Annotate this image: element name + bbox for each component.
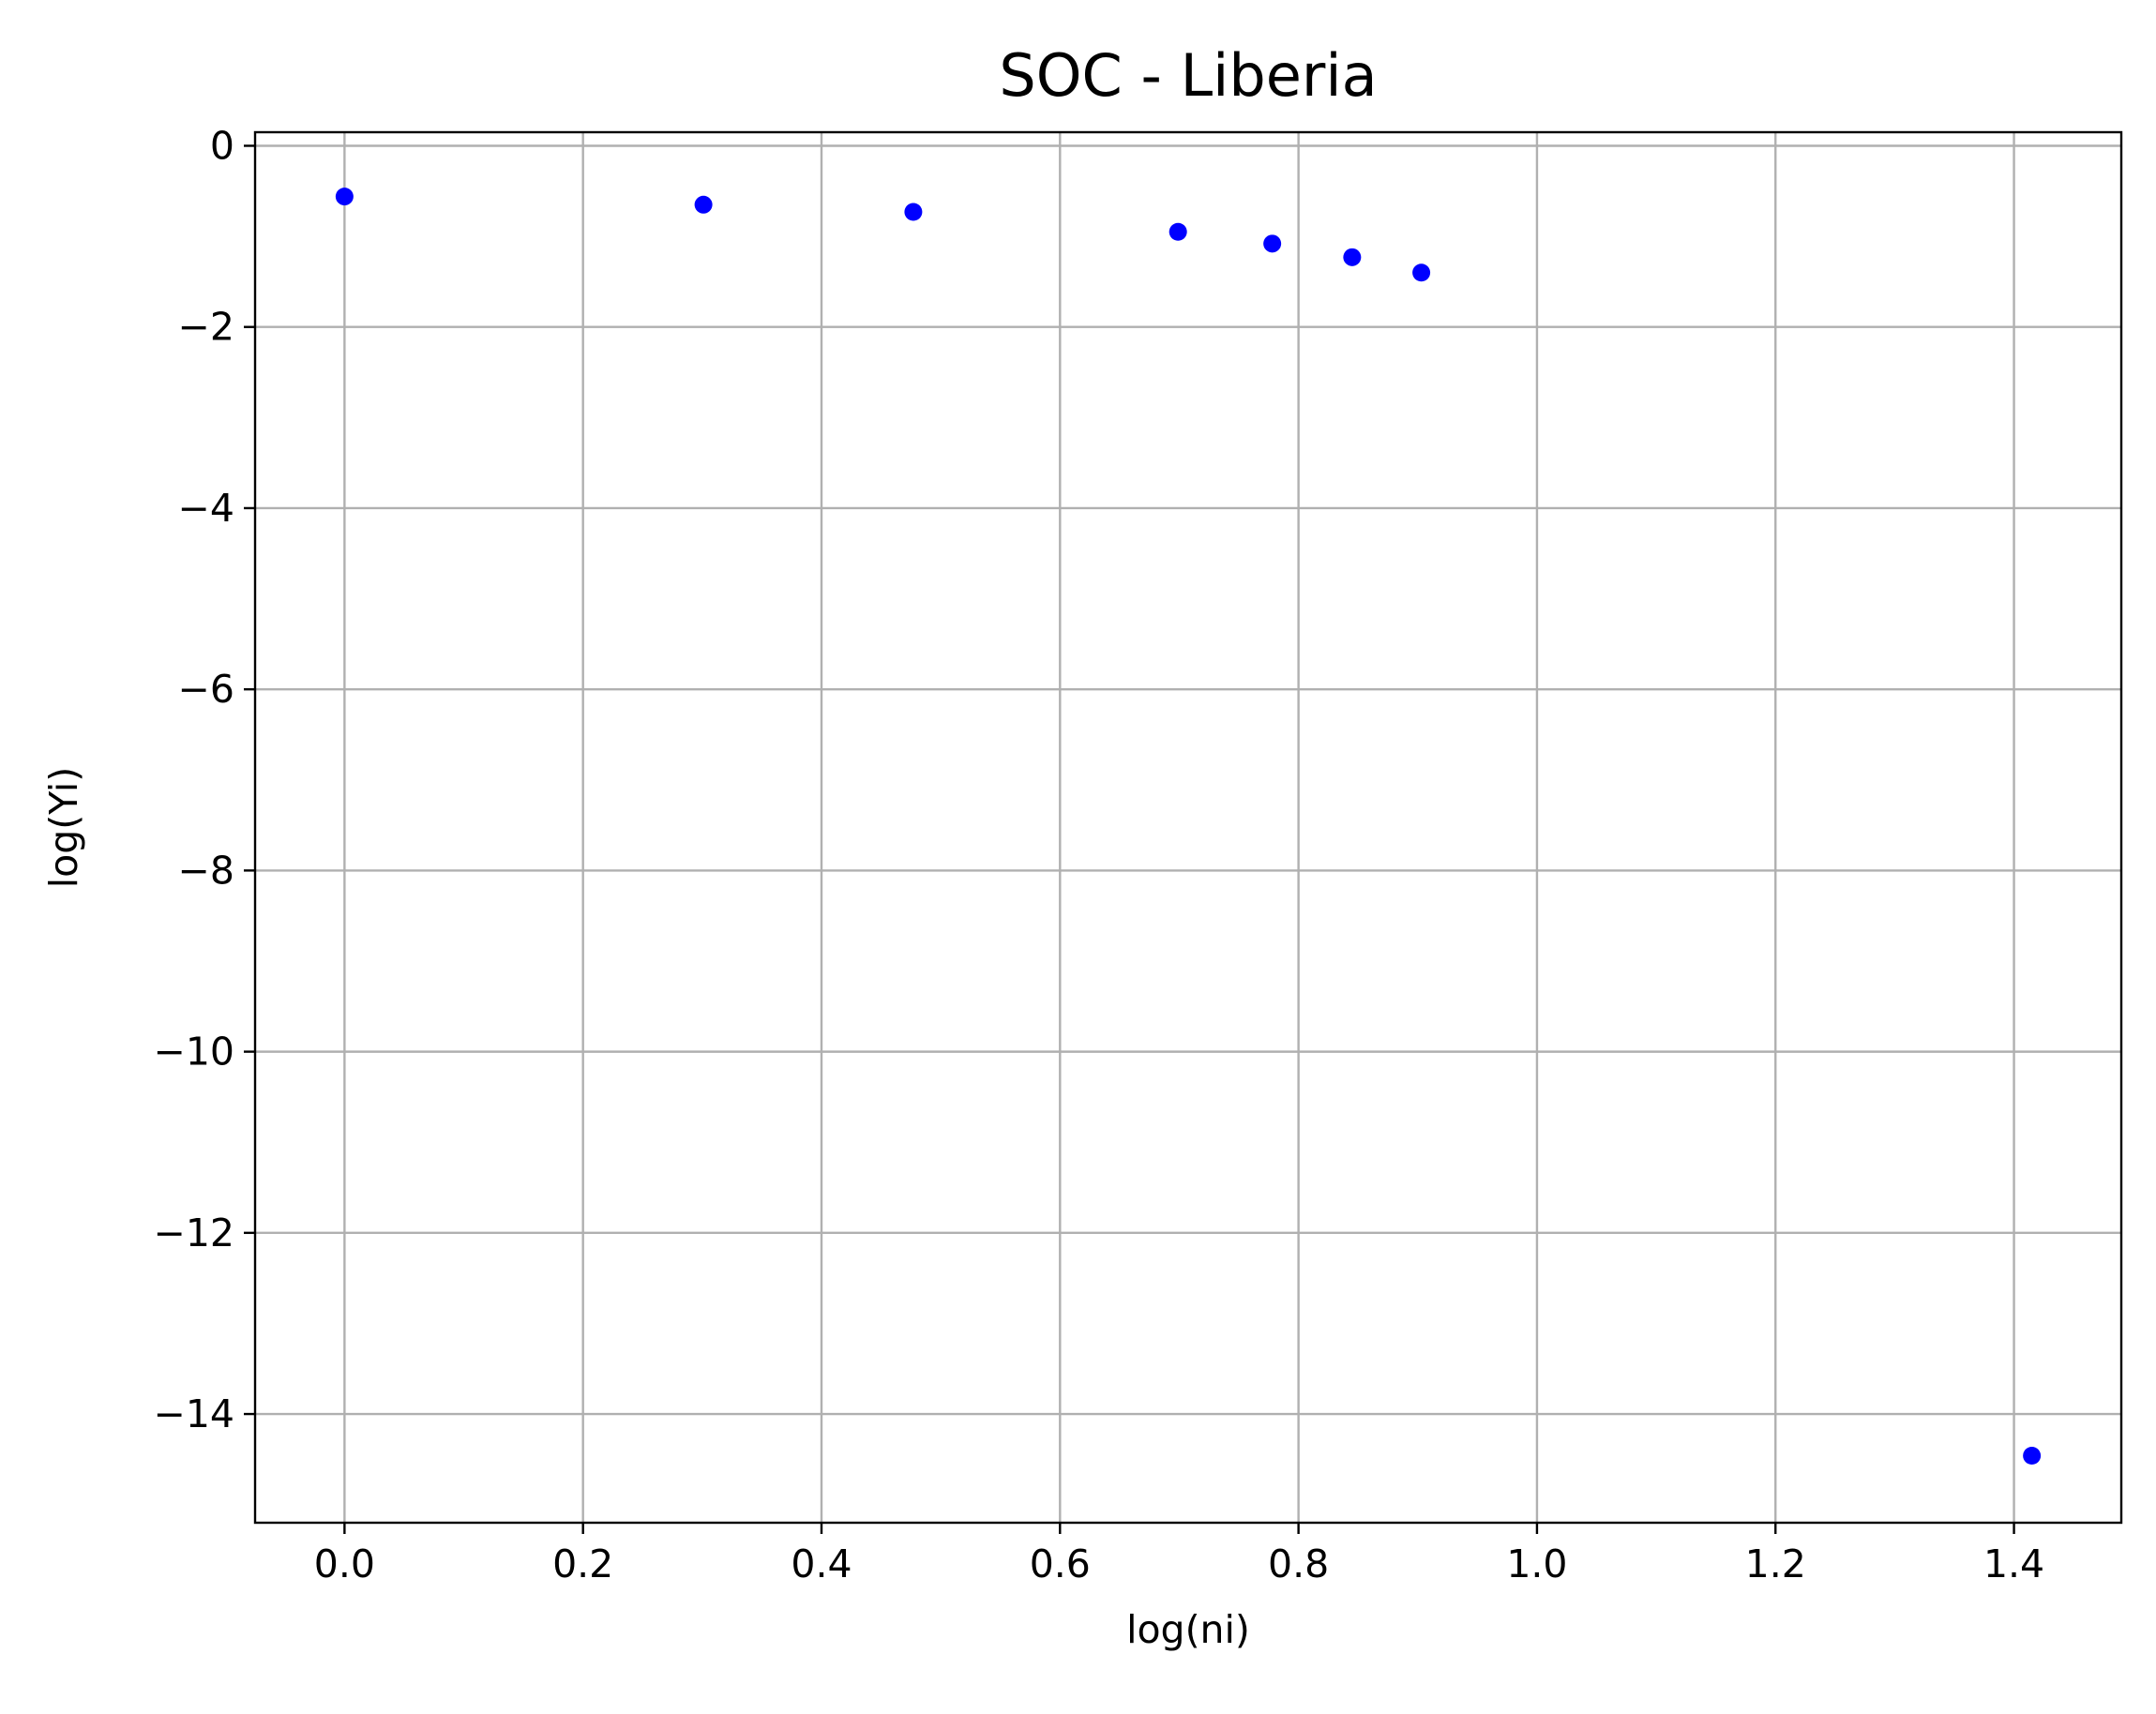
data-point [2023,1447,2042,1466]
x-tick-label: 1.4 [1983,1541,2044,1586]
y-tick-label: −10 [153,1030,234,1075]
data-point [694,195,713,214]
data-point [335,188,354,206]
y-tick-label: −2 [178,305,234,350]
y-tick-label: −14 [153,1391,234,1436]
data-point [1168,222,1187,241]
plot-frame [253,130,2123,1525]
grid [255,132,2121,1523]
x-tick-label: 0.2 [552,1541,613,1586]
data-point [1412,263,1431,282]
x-tick-label: 0.0 [314,1541,375,1586]
data-point [1263,234,1282,253]
y-tick-label: −6 [178,667,234,712]
data-points [335,188,2042,1466]
chart-title: SOC - Liberia [999,41,1377,110]
y-tick-label: −12 [153,1210,234,1255]
x-tick-label: 1.2 [1745,1541,1806,1586]
x-tick-label: 0.6 [1030,1541,1091,1586]
x-tick-label: 1.0 [1506,1541,1567,1586]
ticks: 0.0 0.2 0.4 0.6 0.8 1.0 1.2 1.4 0 −2 −4 −6 −8 −10 −12 −… [153,123,2044,1586]
y-axis-label: log(Yi) [41,767,86,888]
y-tick-label: 0 [210,123,234,168]
data-point [1343,248,1362,266]
x-tick-label: 0.4 [791,1541,852,1586]
data-point [904,203,923,221]
y-tick-label: −8 [178,848,234,893]
x-tick-label: 0.8 [1268,1541,1329,1586]
x-axis-label: log(ni) [1126,1607,1250,1652]
y-tick-label: −4 [178,486,234,531]
